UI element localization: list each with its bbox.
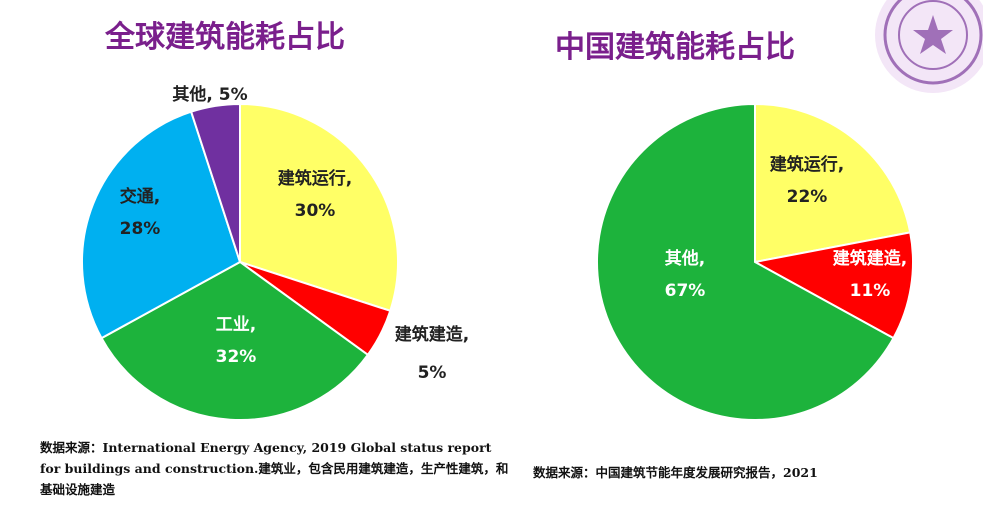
slice-name-label: 工业, [216,315,256,335]
global-chart-title: 全球建筑能耗占比 [105,20,345,55]
slice-name-label: 建筑运行, [278,168,352,189]
slice-name-label: 交通, [120,186,160,207]
pie-slice [239,102,399,313]
slice-value-label: 32% [216,347,257,367]
slice-value-label: 28% [120,219,161,239]
slice-name-label: 建筑建造, [395,324,469,345]
china-chart-title: 中国建筑能耗占比 [555,30,795,65]
pie-slice [189,102,241,263]
pie-slice [81,110,242,340]
slice-value-label: 30% [295,201,336,221]
slice-label: 其他, 5% [172,84,247,105]
pie-slice [100,260,370,421]
slice-value-label: 5% [418,363,447,383]
china-data-source: 数据来源：中国建筑节能年度发展研究报告，2021 [533,465,818,480]
university-seal-logo [863,0,983,100]
global-data-source: 数据来源：International Energy Agency, 2019 G… [40,440,509,497]
